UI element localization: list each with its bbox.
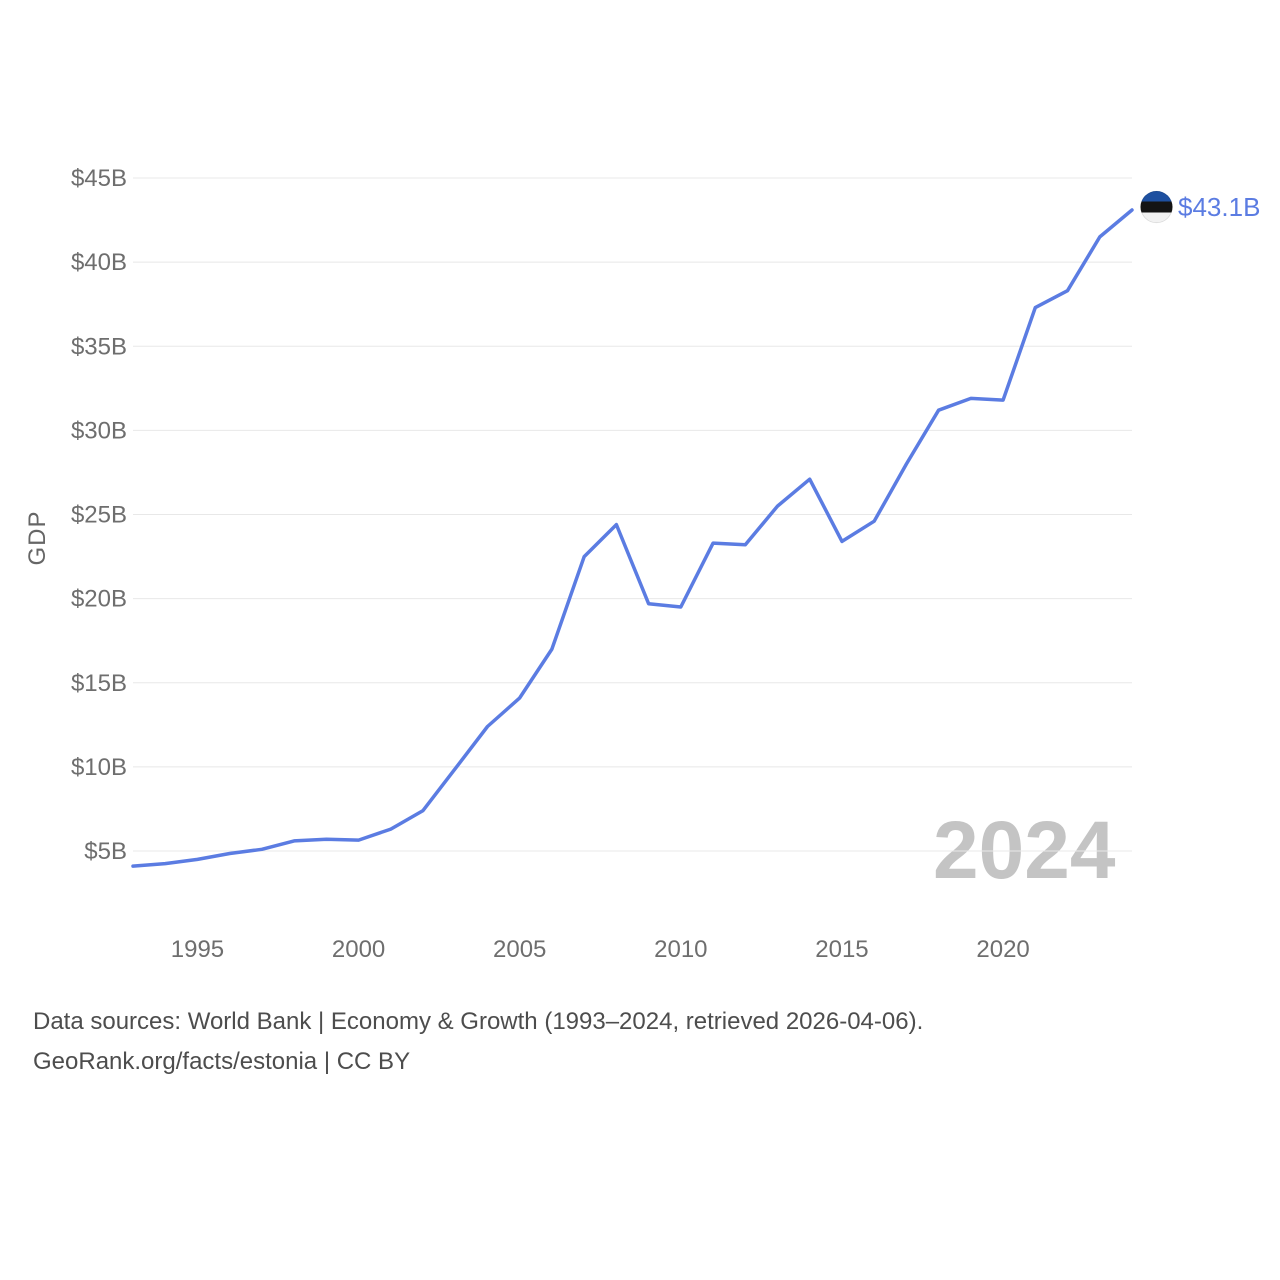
y-axis-title: GDP (24, 510, 51, 565)
y-tick-label: $45B (71, 165, 127, 192)
gdp-line-chart: $5B $10B $15B $20B $25B $30B $35B $40B $45B 1995 2… (24, 165, 1173, 963)
flag-stripe-blue (1140, 191, 1173, 202)
flag-stripe-white (1140, 212, 1173, 223)
y-tick-label: $30B (71, 417, 127, 444)
gdp-line-series (131, 208, 1134, 868)
x-tick-label: 2000 (332, 936, 385, 963)
flag-circle-border (1140, 190, 1173, 224)
x-tick-label: 1995 (171, 936, 224, 963)
x-tick-label: 2015 (815, 936, 868, 963)
y-tick-label: $25B (71, 502, 127, 529)
y-tick-label: $35B (71, 333, 127, 360)
flag-stripe-black (1140, 201, 1173, 213)
attribution: Data sources: World Bank | Economy & Gro… (33, 1002, 923, 1082)
attribution-line1: Data sources: World Bank | Economy & Gro… (33, 1008, 924, 1035)
end-value-label: $43.1B (1178, 192, 1261, 222)
x-tick-label: 2005 (493, 936, 546, 963)
estonia-flag-icon (1140, 190, 1173, 224)
plot-area: $5B $10B $15B $20B $25B $30B $35B $40B $45B 1995 2… (71, 165, 1134, 963)
y-tick-label: $5B (84, 838, 127, 865)
y-tick-label: $40B (71, 249, 127, 276)
y-tick-label: $20B (71, 586, 127, 613)
x-tick-label: 2020 (976, 936, 1029, 963)
x-tick-label: 2010 (654, 936, 707, 963)
attribution-line2: GeoRank.org/facts/estonia | CC BY (33, 1048, 411, 1075)
y-tick-label: $10B (71, 754, 127, 781)
y-tick-label: $15B (71, 670, 127, 697)
